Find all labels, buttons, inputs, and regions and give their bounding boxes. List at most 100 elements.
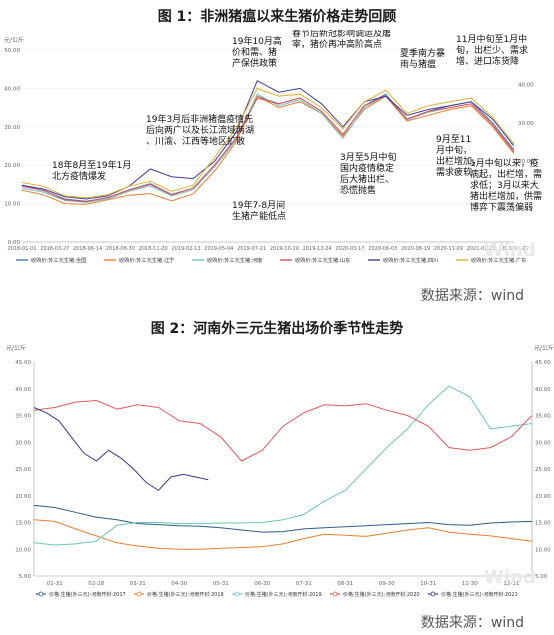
legend-label: 价格:生猪(外三元):河南开封:2019 (245, 591, 322, 598)
annotation-line: 11月中旬至1月中 (456, 33, 527, 45)
legend-label: 收购价:外三元生猪:辽宁 (119, 256, 174, 264)
annotation-line: 19年10月高 (232, 35, 282, 47)
annotation-text: 19年10月高价和需、猪产保供政策 (232, 35, 282, 69)
series-line (21, 95, 515, 203)
x-tick-label: 02-28 (88, 581, 104, 587)
right-y-tick-label: 5.00 (535, 574, 548, 580)
x-tick-label: 2019-07-21 (237, 246, 266, 252)
annotation-text: 1月中旬以来，疫病起，出栏增，需求低；3月以来大猪出栏增加，供需博弈下震荡偏弱 (470, 157, 542, 213)
series-line (21, 93, 515, 203)
annotation-line: 1月中旬以来，疫 (470, 157, 539, 169)
series-line (33, 519, 533, 550)
annotation-text: 春节后新冠影响调运及屠宰，猪价再冲高阶高点 (292, 30, 391, 50)
x-tick-label: 2020-08-19 (401, 246, 430, 252)
right-y-tick-label: 30.00 (518, 121, 534, 127)
legend-marker (136, 591, 142, 597)
x-tick-label: 10-31 (420, 581, 436, 587)
x-tick-label: 2020-06-03 (368, 246, 397, 252)
x-tick-label: 09-30 (379, 581, 395, 587)
legend-label: 价格:生猪(外三元):河南开封:2020 (343, 591, 420, 598)
series-line (33, 385, 533, 546)
right-y-tick-label: 20.00 (518, 159, 534, 165)
y-tick-label: 5.00 (19, 574, 32, 580)
y-tick-label: 25.00 (15, 467, 31, 473)
x-tick-label: 2020-03-17 (335, 246, 364, 252)
figure-1-chart: 元/公斤 0.00 10.00 20.00 30.00 40.00 50.00 20.00 30… (4, 30, 542, 264)
annotation-line: 夏季南方暴 (400, 47, 445, 59)
x-tick-label: 2018-11-20 (139, 246, 168, 252)
y-tick-label: 40.00 (15, 387, 31, 393)
series-line (21, 95, 515, 205)
legend-marker (38, 591, 44, 597)
legend-marker (234, 591, 240, 597)
legend-marker (332, 591, 338, 597)
legend-label: 收购价:外三元生猪:广东 (471, 256, 526, 264)
annotation-line: 春节后新冠影响调运及屠 (292, 30, 391, 39)
annotation-line: 博弈下震荡偏弱 (470, 201, 533, 213)
annotation-line: 后向两广以及长江流域两湖 (146, 124, 254, 136)
y-tick-label: 20.00 (4, 163, 20, 169)
right-y-tick-label: 20.00 (535, 494, 551, 500)
x-tick-label: 07-31 (296, 581, 312, 587)
annotation-line: 恐慌抛售 (340, 184, 376, 196)
annotation-line: 后大猪出栏、 (340, 173, 394, 185)
annotation-line: 生猪产能低点 (232, 210, 286, 222)
annotation-text: 3月至5月中旬国内疫情稳定后大猪出栏、恐慌抛售 (340, 151, 396, 196)
figure-1-source: 数据来源：wind (420, 288, 524, 304)
figure-1-watermark: Wind (484, 240, 536, 261)
series-line (21, 87, 515, 199)
y-tick-label: 15.00 (15, 521, 31, 527)
legend-label: 价格:生猪(外三元):河南开封:2021 (441, 591, 518, 598)
annotation-line: 雨与猪瘟 (400, 58, 436, 70)
y-tick-label: 0.00 (8, 240, 21, 246)
annotation-line: 病起，出栏增，需 (470, 168, 542, 180)
annotation-line: 宰，猪价再冲高阶高点 (292, 38, 382, 50)
annotation-text: 19年7-8月间生猪产能低点 (232, 199, 286, 222)
annotation-line: 旬，出栏少、需求 (456, 44, 528, 56)
annotation-line: 19年3月后非洲猪瘟疫情先 (146, 113, 253, 125)
y-axis-unit-label: 元/公斤 (4, 36, 24, 44)
annotation-text: 夏季南方暴雨与猪瘟 (400, 47, 445, 70)
right-y-tick-label: 45.00 (535, 360, 551, 366)
annotation-text: 9月至11 月中旬，出栏增加，需求疲软 (436, 134, 481, 178)
annotation-line: 增、进口冻货降 (456, 55, 519, 67)
x-tick-label: 2020-11-09 (434, 246, 463, 252)
y-tick-label: 10.00 (15, 547, 31, 553)
annotation-line: 需求疲软 (436, 166, 472, 178)
legend-label: 收购价:外三元生猪:全国 (31, 256, 86, 264)
x-tick-label: 11-30 (462, 581, 478, 587)
legend-label: 价格:生猪(外三元):河南开封:2018 (147, 591, 224, 598)
x-tick-label: 2018-03-27 (40, 246, 69, 252)
legend-marker (430, 591, 436, 597)
annotation-line: 、川渝、江西等地区扩散 (146, 135, 245, 147)
y-tick-label: 20.00 (15, 494, 31, 500)
x-tick-label: 2021-04-25 (499, 246, 528, 252)
annotation-line: 猪出栏增加，供需 (470, 190, 542, 202)
y-tick-label: 30.00 (15, 440, 31, 446)
annotation-line: 18年8月至19年1月 (52, 159, 131, 171)
annotation-line: 9月至11 (436, 134, 471, 145)
series-line (33, 399, 533, 462)
annotation-line: 求低；3月以来大 (470, 179, 539, 191)
x-tick-label: 2019-10-10 (270, 246, 299, 252)
right-y-tick-label: 10.00 (535, 547, 551, 553)
annotation-line: 19年7-8月间 (232, 199, 285, 211)
right-y-tick-label: 15.00 (535, 521, 551, 527)
legend-label: 收购价:外三元生猪:河南 (207, 256, 262, 264)
figure-2-watermark: Wind (484, 567, 536, 588)
y-tick-label: 30.00 (4, 125, 20, 131)
figure-2-chart: 元/公斤 元/公斤 5.00 5.00 10.00 10.00 15.00 15.00 20.0… (6, 344, 554, 598)
figure-2-title: 图 2：河南外三元生猪出场价季节性走势 (150, 321, 404, 337)
x-tick-label: 2018-06-14 (73, 246, 102, 252)
annotation-line: 月中旬， (436, 144, 472, 156)
legend-label: 收购价:外三元生猪:山东 (295, 256, 350, 264)
annotation-line: 产保供政策 (232, 57, 277, 69)
annotation-text: 18年8月至19年1月北方疫情爆发 (52, 159, 131, 182)
x-tick-label: 2019-12-24 (303, 246, 332, 252)
x-tick-label: 2019-02-13 (171, 246, 200, 252)
x-tick-label: 03-31 (130, 581, 146, 587)
annotation-line: 价和需、猪 (232, 46, 277, 58)
x-tick-label: 05-31 (213, 581, 229, 587)
right-y-tick-label: 40.00 (518, 82, 534, 88)
y-tick-label: 45.00 (15, 360, 31, 366)
